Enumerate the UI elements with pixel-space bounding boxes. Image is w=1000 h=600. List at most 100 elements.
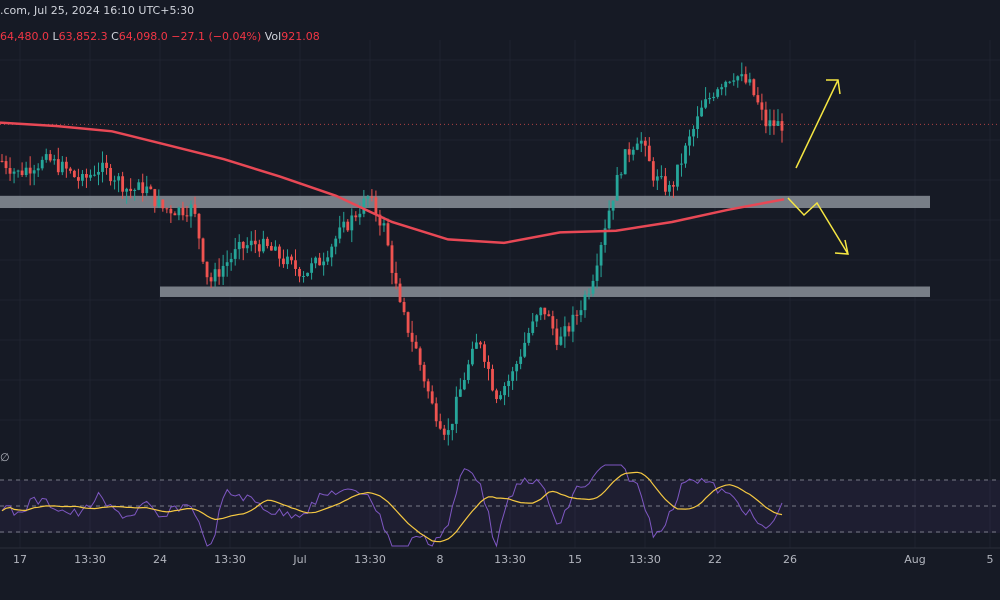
candle-body — [507, 380, 511, 387]
candle-body — [318, 257, 322, 266]
candle-body — [639, 140, 643, 144]
candle-body — [302, 275, 305, 277]
candle-body — [85, 173, 88, 178]
candle-body — [362, 198, 366, 214]
candle-body — [197, 213, 201, 239]
candle-body — [696, 116, 699, 130]
candle-body — [261, 238, 265, 252]
candle-body — [97, 171, 100, 175]
x-axis-tick-label: 13:30 — [214, 553, 246, 566]
candle-body — [346, 221, 350, 231]
candle-body — [434, 403, 438, 422]
candle-body — [117, 176, 121, 181]
candle-body — [121, 176, 125, 192]
candle-body — [458, 389, 462, 397]
candle-body — [149, 186, 153, 190]
candle-body — [728, 81, 732, 83]
candle-body — [627, 149, 631, 155]
candle-body — [700, 107, 703, 117]
candle-body — [575, 314, 579, 316]
candle-body — [430, 391, 434, 404]
candle-body — [555, 328, 559, 345]
candle-body — [64, 161, 68, 169]
candle-body — [531, 321, 535, 333]
candle-body — [462, 379, 466, 390]
ohlc-low: 63,852.3 — [58, 30, 108, 43]
candle-body — [764, 109, 768, 127]
ohlc-close: 64,098.0 — [118, 30, 168, 43]
candle-body — [105, 162, 108, 168]
candle-body — [40, 159, 44, 169]
candle-body — [535, 315, 539, 322]
candle-body — [44, 154, 48, 160]
candle-body — [487, 361, 490, 369]
candle-body — [382, 223, 386, 226]
candle-body — [663, 176, 667, 192]
x-axis-tick-label: Aug — [904, 553, 925, 566]
candle-body — [161, 199, 165, 209]
candle-body — [286, 256, 289, 265]
candle-body — [253, 240, 257, 245]
candle-body — [205, 261, 209, 278]
candle-body — [298, 268, 301, 277]
candle-body — [36, 168, 40, 171]
x-axis-tick-label: 15 — [568, 553, 582, 566]
candle-body — [233, 249, 237, 259]
candle-body — [635, 143, 639, 150]
candle-body — [515, 363, 519, 372]
candle-body — [547, 314, 551, 317]
candle-body — [310, 263, 313, 273]
indicator-label: ∅ — [0, 451, 10, 464]
candle-body — [273, 246, 277, 251]
candle-body — [503, 386, 506, 396]
candle-body — [113, 180, 116, 182]
candle-body — [454, 396, 458, 424]
moving-average-line — [0, 121, 785, 245]
candle-body — [4, 161, 8, 169]
candle-body — [185, 215, 189, 217]
candle-body — [237, 241, 241, 250]
candle-body — [56, 159, 60, 173]
candle-body — [748, 79, 752, 83]
candle-body — [744, 74, 748, 83]
ohlc-volume-prefix: Vol — [264, 30, 282, 43]
candle-body — [571, 314, 575, 332]
candle-body — [306, 272, 309, 276]
candle-body — [563, 326, 567, 337]
candle-body — [342, 221, 346, 228]
candle-body — [101, 162, 104, 172]
candle-body — [491, 368, 494, 391]
candle-body — [129, 188, 133, 191]
ohlc-volume: 921.08 — [281, 30, 320, 43]
candle-body — [241, 241, 245, 249]
candle-body — [141, 182, 145, 194]
x-axis-tick-label: Jul — [292, 553, 306, 566]
candle-body — [483, 344, 486, 362]
candle-body — [294, 260, 297, 269]
candle-body — [567, 326, 571, 332]
candle-body — [350, 215, 354, 231]
x-axis-tick-label: 13:30 — [74, 553, 106, 566]
candle-body — [684, 145, 687, 164]
candle-body — [619, 174, 623, 176]
candle-body — [366, 196, 370, 199]
candle-body — [81, 173, 84, 181]
x-axis-tick-label: 26 — [783, 553, 797, 566]
candle-body — [402, 301, 406, 313]
candle-body — [615, 174, 619, 201]
candle-body — [76, 177, 80, 181]
candle-body — [8, 168, 12, 174]
candle-body — [378, 214, 382, 226]
x-axis-tick-label: 22 — [708, 553, 722, 566]
candle-body — [334, 238, 338, 247]
candle-body — [213, 269, 217, 282]
candle-body — [217, 269, 221, 277]
candle-body — [511, 371, 515, 381]
candle-body — [495, 390, 498, 400]
candle-body — [688, 136, 691, 146]
candle-body — [595, 265, 599, 281]
candle-body — [137, 182, 141, 190]
candle-body — [591, 280, 595, 294]
ohlc-open: 64,480.0 — [0, 30, 49, 43]
